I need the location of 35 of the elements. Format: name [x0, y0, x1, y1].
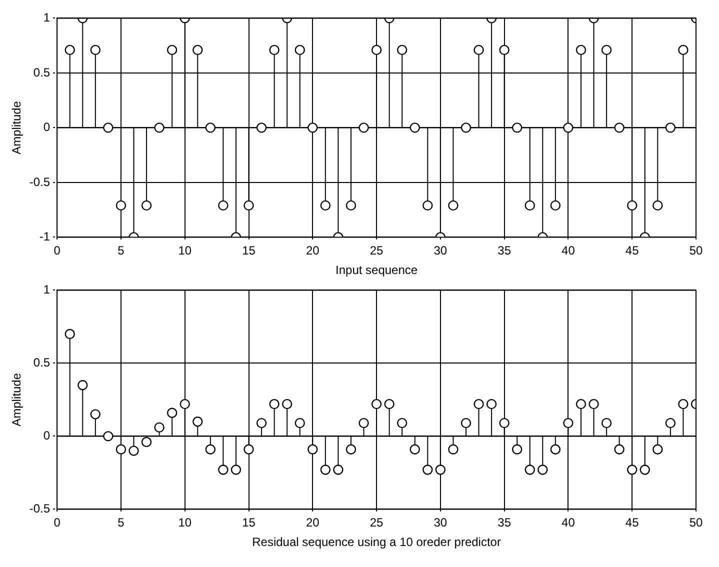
x-axis-title: Input sequence	[336, 263, 418, 278]
x-tick-label: 15	[242, 516, 256, 530]
x-tick-label: 15	[242, 244, 256, 258]
x-tick-label: 30	[434, 516, 448, 530]
x-tick-label: 35	[498, 244, 512, 258]
x-tick-label: 25	[370, 516, 384, 530]
x-tick-label: 40	[562, 516, 576, 530]
y-tick-label: 0	[43, 428, 50, 443]
y-axis-title: Amplitude	[10, 100, 24, 154]
x-tick-label: 45	[625, 244, 640, 258]
x-tick-label: 25	[370, 244, 384, 258]
y-axis-title: Amplitude	[10, 372, 24, 426]
y-tick-label: 0.5	[33, 356, 50, 370]
x-axis-title: Residual sequence using a 10 oreder predictor	[252, 535, 501, 550]
x-tick-label: 20	[306, 244, 320, 258]
x-tick-label: 10	[178, 516, 192, 530]
x-tick-label: 30	[434, 244, 448, 258]
x-tick-label: 0	[54, 516, 61, 530]
y-tick-label: 1	[43, 10, 50, 25]
y-tick-label: -0.5	[29, 502, 50, 516]
x-tick-label: 20	[306, 516, 320, 530]
x-tick-label: 5	[118, 516, 125, 530]
x-tick-label: 50	[689, 516, 703, 530]
y-tick-label: 1	[43, 282, 50, 297]
y-tick-label: -1	[39, 230, 50, 244]
x-tick-label: 40	[562, 244, 576, 258]
y-tick-label: 0	[43, 120, 50, 134]
y-tick-label: -0.5	[29, 174, 50, 189]
y-tick-label: 0.5	[33, 65, 50, 80]
x-tick-label: 5	[118, 244, 125, 258]
x-tick-label: 10	[178, 244, 192, 258]
x-tick-label: 35	[498, 516, 512, 530]
x-tick-label: 45	[625, 516, 640, 530]
x-tick-label: 0	[54, 244, 61, 258]
x-tick-label: 50	[689, 244, 703, 258]
